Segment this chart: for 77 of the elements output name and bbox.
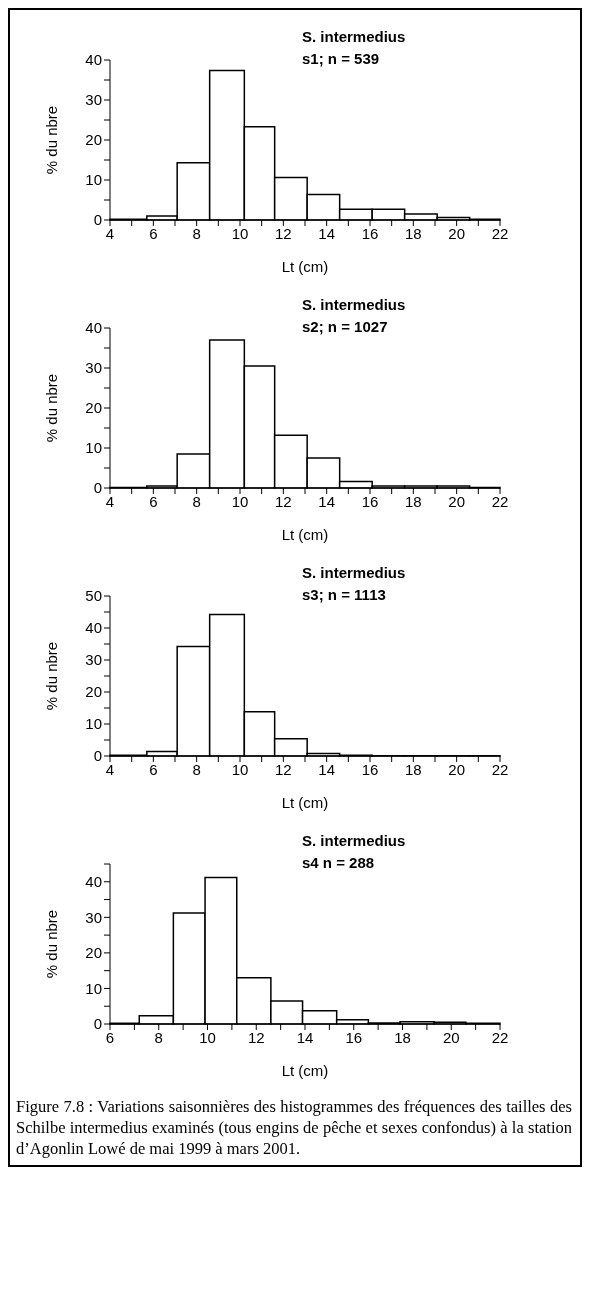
y-axis-title: % du nbre [43, 373, 61, 443]
x-tick-label: 12 [274, 224, 292, 242]
y-tick-label: 30 [85, 91, 102, 109]
x-tick-label: 18 [394, 1028, 411, 1046]
y-tick-label: 30 [85, 651, 102, 669]
x-tick-label: 22 [491, 1028, 509, 1046]
x-tick-label: 6 [149, 492, 158, 510]
chart-title: S. intermedius [302, 27, 406, 47]
x-tick-label: 8 [192, 760, 201, 778]
y-tick-label: 20 [85, 944, 102, 962]
y-tick-label: 10 [85, 979, 102, 997]
x-tick-label: 8 [192, 224, 201, 242]
x-tick-label: 22 [491, 760, 509, 778]
x-tick-label: 12 [274, 492, 292, 510]
x-axis-title: Lt (cm) [281, 258, 329, 275]
x-tick-label: 10 [231, 492, 249, 510]
y-tick-label: 40 [85, 619, 102, 637]
y-tick-label: 30 [85, 908, 102, 926]
y-tick-label: 0 [93, 211, 102, 229]
x-tick-label: 12 [247, 1028, 265, 1046]
x-axis-title: Lt (cm) [281, 1062, 329, 1079]
x-tick-label: 12 [274, 760, 292, 778]
x-tick-label: 18 [404, 760, 422, 778]
x-tick-label: 20 [448, 760, 466, 778]
x-tick-label: 14 [318, 760, 336, 778]
x-axis-title: Lt (cm) [281, 794, 329, 811]
x-tick-label: 22 [491, 492, 509, 510]
x-tick-label: 18 [404, 224, 422, 242]
x-tick-label: 16 [361, 224, 379, 242]
y-tick-label: 0 [93, 1015, 102, 1033]
x-tick-label: 16 [361, 760, 379, 778]
x-tick-label: 10 [231, 224, 249, 242]
y-axis-title: % du nbre [43, 909, 61, 979]
x-tick-label: 8 [154, 1028, 163, 1046]
y-tick-label: 40 [85, 51, 102, 69]
y-tick-label: 10 [85, 715, 102, 733]
y-axis-title: % du nbre [43, 641, 61, 711]
chart-title: S. intermedius [302, 295, 406, 315]
y-axis-title: % du nbre [43, 105, 61, 175]
chart-subtitle: s4 n = 288 [302, 853, 376, 873]
x-tick-label: 16 [361, 492, 379, 510]
y-tick-label: 30 [85, 359, 102, 377]
y-tick-label: 20 [85, 131, 102, 149]
y-tick-label: 40 [85, 873, 102, 891]
y-tick-label: 20 [85, 399, 102, 417]
x-tick-label: 14 [318, 224, 336, 242]
x-tick-label: 18 [404, 492, 422, 510]
x-tick-label: 20 [442, 1028, 460, 1046]
y-tick-label: 10 [85, 439, 102, 457]
chart-subtitle: s3; n = 1113 [302, 585, 387, 605]
y-tick-label: 20 [85, 683, 102, 701]
y-tick-label: 0 [93, 747, 102, 765]
x-tick-label: 6 [149, 760, 158, 778]
x-axis-title: Lt (cm) [281, 526, 329, 543]
x-tick-label: 10 [231, 760, 249, 778]
y-tick-label: 50 [85, 587, 102, 605]
chart-subtitle: s2; n = 1027 [302, 317, 389, 337]
x-tick-label: 14 [296, 1028, 314, 1046]
x-tick-label: 8 [192, 492, 201, 510]
y-tick-label: 0 [93, 479, 102, 497]
chart-title: S. intermedius [302, 831, 406, 851]
x-tick-label: 20 [448, 492, 466, 510]
chart-title: S. intermedius [302, 563, 406, 583]
chart-subtitle: s1; n = 539 [302, 49, 381, 69]
x-tick-label: 6 [149, 224, 158, 242]
x-tick-label: 20 [448, 224, 466, 242]
x-tick-label: 4 [105, 760, 115, 778]
x-tick-label: 10 [199, 1028, 216, 1046]
x-tick-label: 6 [105, 1028, 115, 1046]
x-tick-label: 4 [105, 224, 115, 242]
x-tick-label: 16 [345, 1028, 363, 1046]
y-tick-label: 10 [85, 171, 102, 189]
caption: Figure 7.8 : Variations saisonnières des histogrammes des fréquences des tailles des Schilbe intermedius examinés (tous engins de pêche et sexes confondus) à la station d’Agonlin Lowé de mai 1999 à mars 2001. [15, 1096, 573, 1159]
x-tick-label: 4 [105, 492, 115, 510]
x-tick-label: 22 [491, 224, 509, 242]
y-tick-label: 40 [85, 319, 102, 337]
x-tick-label: 14 [318, 492, 336, 510]
